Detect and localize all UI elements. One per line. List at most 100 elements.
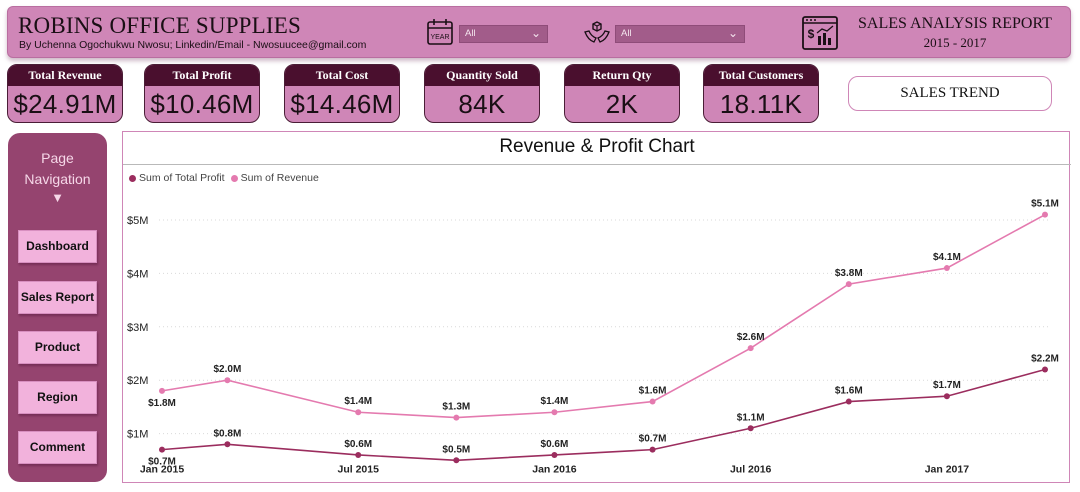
kpi-value: $10.46M (150, 89, 254, 119)
x-tick-label: Jan 2016 (532, 463, 577, 475)
revenue-point (1042, 211, 1048, 218)
kpi-value: $14.46M (290, 89, 394, 119)
profit-data-label: $1.7M (933, 380, 961, 391)
kpi-value: 84K (458, 89, 506, 119)
product-slicer[interactable]: All ⌄ (615, 25, 745, 43)
kpi-card-total-revenue: Total Revenue $24.91M (7, 64, 123, 123)
profit-data-label: $0.8M (214, 428, 242, 439)
revenue-point (453, 414, 460, 421)
profit-point (453, 457, 460, 464)
profit-point (551, 451, 558, 458)
line-chart: $1M $2M $3M $4M $5M Jan 2015 Jul 2015 Jan 2016 J… (127, 199, 1059, 476)
revenue-point (649, 398, 656, 405)
header-bar: ROBINS OFFICE SUPPLIES By Uchenna Ogochu… (7, 6, 1071, 58)
nav-title-line1: Page (41, 150, 74, 166)
legend-item-revenue[interactable]: Sum of Revenue (230, 172, 319, 184)
nav-button-product[interactable]: Product (18, 331, 97, 364)
profit-point (747, 425, 754, 432)
profit-data-label: $0.5M (442, 444, 470, 455)
y-tick-label: $1M (127, 429, 148, 441)
revenue-data-label: $1.8M (148, 398, 176, 409)
kpi-value: 18.11K (719, 89, 803, 119)
profit-line (161, 368, 1046, 462)
profit-point (355, 451, 362, 458)
kpi-card-total-cost: Total Cost $14.46M (284, 64, 400, 123)
report-years: 2015 - 2017 (923, 35, 987, 50)
legend-item-profit[interactable]: Sum of Total Profit (129, 172, 225, 184)
kpi-card-return-qty: Return Qty 2K (564, 64, 680, 123)
report-title: SALES ANALYSIS REPORT (858, 15, 1052, 32)
nav-button-sales-report[interactable]: Sales Report (18, 281, 97, 314)
revenue-point (845, 281, 852, 288)
revenue-point (159, 387, 165, 394)
revenue-line (161, 213, 1046, 419)
revenue-data-label: $3.8M (835, 268, 863, 279)
revenue-point (943, 265, 950, 272)
profit-point (943, 393, 950, 400)
profit-data-label: $1.6M (835, 386, 863, 397)
y-tick-label: $3M (127, 322, 148, 334)
revenue-data-label: $4.1M (933, 252, 961, 263)
legend-label: Sum of Total Profit (139, 172, 225, 184)
y-tick-label: $5M (127, 215, 148, 227)
profit-data-label: $0.6M (541, 439, 569, 450)
profit-point (1042, 366, 1048, 373)
revenue-data-label: $5.1M (1031, 199, 1059, 210)
y-tick-label: $4M (127, 268, 148, 280)
kpi-label: Total Cost (285, 65, 399, 86)
profit-data-label: $0.6M (344, 439, 372, 450)
revenue-data-label: $1.4M (541, 396, 569, 407)
kpi-card-quantity-sold: Quantity Sold 84K (424, 64, 540, 123)
revenue-data-label: $1.6M (639, 386, 667, 397)
chart-title-divider (123, 164, 1071, 165)
profit-data-label: $0.7M (148, 457, 176, 468)
chart-title: Revenue & Profit Chart (499, 136, 695, 157)
legend-label: Sum of Revenue (240, 172, 319, 184)
revenue-data-label: $2.6M (737, 332, 765, 343)
calendar-icon: YEAR (426, 18, 454, 51)
chart-legend: Sum of Total Profit Sum of Revenue (129, 172, 319, 184)
sales-trend-button[interactable]: SALES TREND (848, 76, 1052, 111)
revenue-data-label: $1.3M (442, 402, 470, 413)
profit-point (649, 446, 656, 453)
profit-data-label: $2.2M (1031, 354, 1059, 365)
kpi-label: Return Qty (565, 65, 679, 86)
profit-data-label: $1.1M (737, 412, 765, 423)
chevron-down-icon: ⌄ (727, 26, 738, 40)
nav-button-comment[interactable]: Comment (18, 431, 97, 464)
kpi-label: Total Profit (145, 65, 259, 86)
profit-data-label: $0.7M (639, 434, 667, 445)
kpi-label: Total Customers (704, 65, 818, 86)
revenue-point (747, 345, 754, 352)
page-navigation-sidebar: Page Navigation ▼ Dashboard Sales Report… (8, 133, 107, 482)
nav-button-dashboard[interactable]: Dashboard (18, 230, 97, 263)
chevron-down-icon: ⌄ (530, 26, 541, 40)
revenue-point (551, 409, 558, 416)
revenue-point (355, 409, 362, 416)
profit-point (224, 441, 231, 448)
svg-text:YEAR: YEAR (430, 34, 449, 41)
revenue-point (224, 377, 231, 384)
kpi-value: $24.91M (13, 89, 117, 119)
revenue-data-label: $1.4M (344, 396, 372, 407)
nav-title-line2: Navigation (24, 171, 91, 187)
svg-text:$: $ (808, 27, 815, 41)
triangle-down-icon: ▼ (51, 190, 64, 205)
kpi-value: 2K (605, 89, 639, 119)
x-tick-label: Jan 2017 (925, 463, 970, 475)
legend-marker (230, 174, 238, 182)
product-box-hands-icon (583, 18, 611, 51)
year-slicer[interactable]: All ⌄ (459, 25, 548, 43)
profit-point (159, 446, 165, 453)
revenue-profit-chart-panel: Revenue & Profit Chart Sum of Total Prof… (122, 131, 1071, 483)
sales-report-icon: $ (802, 16, 838, 55)
x-tick-label: Jul 2015 (337, 463, 379, 475)
y-tick-label: $2M (127, 375, 148, 387)
product-slicer-value: All (621, 28, 632, 39)
revenue-data-label: $2.0M (214, 364, 242, 375)
kpi-card-total-customers: Total Customers 18.11K (703, 64, 819, 123)
profit-point (845, 398, 852, 405)
x-tick-label: Jul 2016 (730, 463, 772, 475)
nav-button-region[interactable]: Region (18, 381, 97, 414)
author-subtitle: By Uchenna Ogochukwu Nwosu; Linkedin/Ema… (19, 39, 367, 51)
